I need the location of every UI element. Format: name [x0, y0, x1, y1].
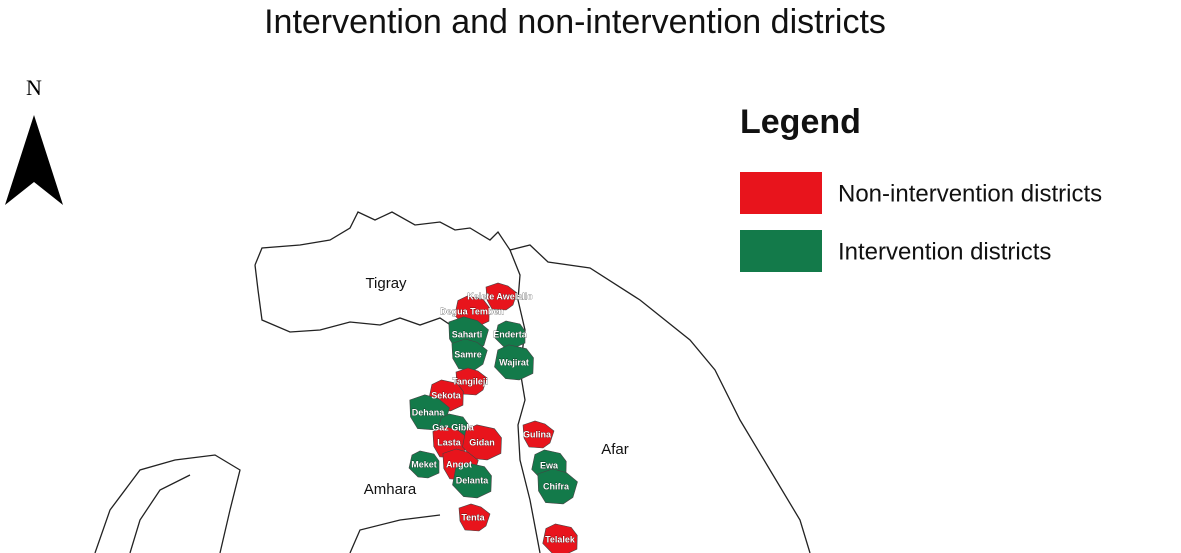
district-label: Gidan [469, 437, 495, 447]
district-label: Gaz Gibla [432, 422, 475, 432]
region-border [509, 249, 541, 553]
district-shape [494, 320, 526, 349]
district-label: Sekota [431, 390, 462, 400]
district-label: Tenta [461, 512, 485, 522]
district-shape [494, 344, 534, 381]
legend-swatch [740, 172, 822, 214]
district-shape [452, 462, 492, 499]
district-shape [542, 523, 578, 553]
district-label: Saharti [452, 329, 483, 339]
district-shape [537, 468, 578, 505]
district-shape [458, 503, 491, 532]
district-label: Telalek [545, 534, 576, 544]
legend-title: Legend [740, 103, 861, 141]
district-label: Enderta [493, 329, 528, 339]
legend-label: Non-intervention districts [838, 180, 1102, 207]
north-arrow [5, 115, 63, 205]
district-shape [462, 424, 502, 461]
legend-label: Intervention districts [838, 238, 1051, 265]
district-label: Samre [454, 349, 482, 359]
district-label: Delanta [456, 475, 490, 485]
region-borders [94, 211, 811, 553]
district-label: Degua Temben [440, 306, 504, 316]
district-label: Dehana [412, 407, 446, 417]
map-title: Intervention and non-intervention distri… [264, 3, 886, 41]
district-shape [522, 420, 555, 449]
north-label: N [26, 75, 42, 100]
district-label: Meket [411, 459, 437, 469]
district-label: Kelete Awelallo [467, 291, 533, 301]
district-label: Gulina [523, 429, 552, 439]
district-label: Lasta [437, 437, 462, 447]
region-label: Afar [601, 441, 629, 458]
district-label: Wajirat [499, 357, 529, 367]
region-label: Tigray [365, 275, 407, 292]
legend: Non-intervention districts Intervention d… [740, 172, 1102, 272]
region-border [254, 264, 456, 333]
region-label: Amhara [364, 481, 417, 498]
districts: Kelete Awelallo Degua Temben Saharti Endert… [408, 282, 578, 553]
district-shape [485, 282, 518, 311]
region-border [94, 454, 241, 553]
district-shape [451, 338, 488, 371]
legend-swatch [740, 230, 822, 272]
region-border [129, 474, 191, 553]
region-border [349, 514, 441, 553]
district-label: Ewa [540, 460, 559, 470]
region-border [254, 211, 811, 553]
district-label: Tangileji [452, 376, 488, 386]
district-shape [408, 450, 440, 479]
district-label: Chifra [543, 481, 570, 491]
district-label: Angot [446, 459, 472, 469]
